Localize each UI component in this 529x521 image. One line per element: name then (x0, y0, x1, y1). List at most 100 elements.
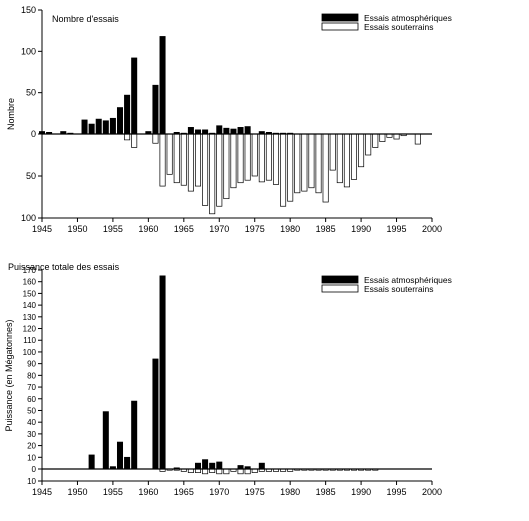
bar-atmospheric (131, 57, 138, 135)
bar-atmospheric (237, 127, 244, 135)
bar-underground (258, 133, 265, 183)
x-tick-label: 1975 (245, 224, 265, 234)
bar-underground (272, 133, 280, 185)
bar-atmospheric (194, 462, 202, 470)
bar-underground (365, 133, 372, 156)
y-tick-label: 170 (23, 266, 37, 275)
bar-atmospheric (159, 275, 166, 470)
chart-puissance-essais: 1701601501401301201101009080706050403020… (4, 262, 452, 497)
x-tick-label: 1995 (387, 224, 407, 234)
legend-swatch (321, 22, 359, 31)
bar-atmospheric (95, 118, 102, 135)
bar-underground (287, 133, 294, 202)
bar-atmospheric (102, 411, 109, 470)
bar-underground (194, 133, 202, 187)
bar-underground (280, 133, 287, 207)
bar-underground (166, 133, 173, 175)
x-tick-label: 1990 (351, 224, 371, 234)
bar-underground (251, 133, 258, 177)
bar-underground (393, 133, 400, 140)
bar-underground (244, 468, 251, 475)
legend-label: Essais atmosphériques (364, 13, 452, 23)
y-tick-label: 40 (27, 418, 36, 427)
bar-atmospheric (124, 94, 131, 135)
chart-title: Nombre d'essais (52, 14, 119, 24)
bar-atmospheric (244, 126, 251, 135)
bar-atmospheric (209, 462, 216, 470)
bar-underground (237, 468, 244, 475)
bar-underground (223, 468, 230, 475)
legend-swatch (321, 275, 359, 284)
bar-underground (173, 133, 180, 184)
bar-atmospheric (109, 117, 116, 135)
legend-swatch (321, 13, 359, 22)
bar-underground (237, 133, 244, 184)
bar-atmospheric (187, 127, 194, 135)
bar-atmospheric (124, 456, 131, 470)
bar-atmospheric (202, 459, 209, 470)
chart-title: Puissance totale des essais (8, 262, 120, 272)
bar-atmospheric (216, 125, 223, 135)
bar-underground (216, 133, 223, 207)
x-tick-label: 1950 (67, 487, 87, 497)
x-tick-label: 1950 (67, 224, 87, 234)
bar-underground (180, 133, 187, 186)
x-tick-label: 1985 (316, 224, 336, 234)
bar-atmospheric (81, 119, 88, 135)
bar-atmospheric (223, 127, 230, 135)
x-tick-label: 1960 (138, 224, 158, 234)
bar-underground (379, 133, 386, 142)
y-tick-label: 90 (27, 360, 36, 369)
bar-atmospheric (194, 129, 202, 135)
bar-underground (322, 133, 329, 203)
y-tick-label: 50 (26, 88, 36, 98)
bar-atmospheric (116, 441, 124, 470)
bar-underground (131, 133, 138, 148)
y-tick-label: 100 (21, 213, 36, 223)
x-tick-label: 2000 (422, 487, 442, 497)
bar-underground (343, 133, 350, 188)
x-tick-label: 1945 (32, 224, 52, 234)
x-tick-label: 1955 (103, 487, 123, 497)
bar-underground (294, 133, 301, 194)
y-tick-label: 100 (21, 46, 36, 56)
x-tick-label: 2000 (422, 224, 442, 234)
bar-atmospheric (202, 129, 209, 135)
bar-underground (372, 133, 379, 148)
bar-underground (329, 133, 336, 171)
bar-atmospheric (152, 84, 159, 135)
bar-underground (202, 468, 209, 475)
y-tick-label: 10 (27, 453, 36, 462)
y-tick-label: 0 (32, 465, 37, 474)
x-tick-label: 1985 (316, 487, 336, 497)
x-tick-label: 1955 (103, 224, 123, 234)
bar-underground (301, 133, 308, 192)
y-tick-label: 120 (23, 325, 37, 334)
y-tick-label: 30 (27, 430, 36, 439)
y-tick-label: 150 (21, 5, 36, 15)
x-tick-label: 1945 (32, 487, 52, 497)
y-tick-label: 50 (27, 406, 36, 415)
bar-underground (202, 133, 209, 206)
bar-atmospheric (88, 454, 95, 470)
bar-atmospheric (230, 128, 237, 135)
y-tick-label: 60 (27, 395, 36, 404)
bar-atmospheric (102, 120, 109, 135)
legend-swatch (321, 284, 359, 293)
bar-atmospheric (159, 36, 166, 135)
bar-underground (124, 133, 131, 141)
x-tick-label: 1980 (280, 224, 300, 234)
bar-atmospheric (88, 123, 95, 135)
y-tick-label: 70 (27, 383, 36, 392)
bar-underground (350, 133, 358, 180)
bar-underground (152, 133, 159, 144)
bar-atmospheric (216, 461, 223, 470)
x-tick-label: 1965 (174, 224, 194, 234)
x-tick-label: 1975 (245, 487, 265, 497)
y-axis-label: Puissance (en Mégatonnes) (4, 319, 14, 431)
x-tick-label: 1965 (174, 487, 194, 497)
y-tick-label: 140 (23, 301, 37, 310)
y-axis-label: Nombre (6, 98, 16, 130)
y-tick-label: 0 (31, 129, 36, 139)
